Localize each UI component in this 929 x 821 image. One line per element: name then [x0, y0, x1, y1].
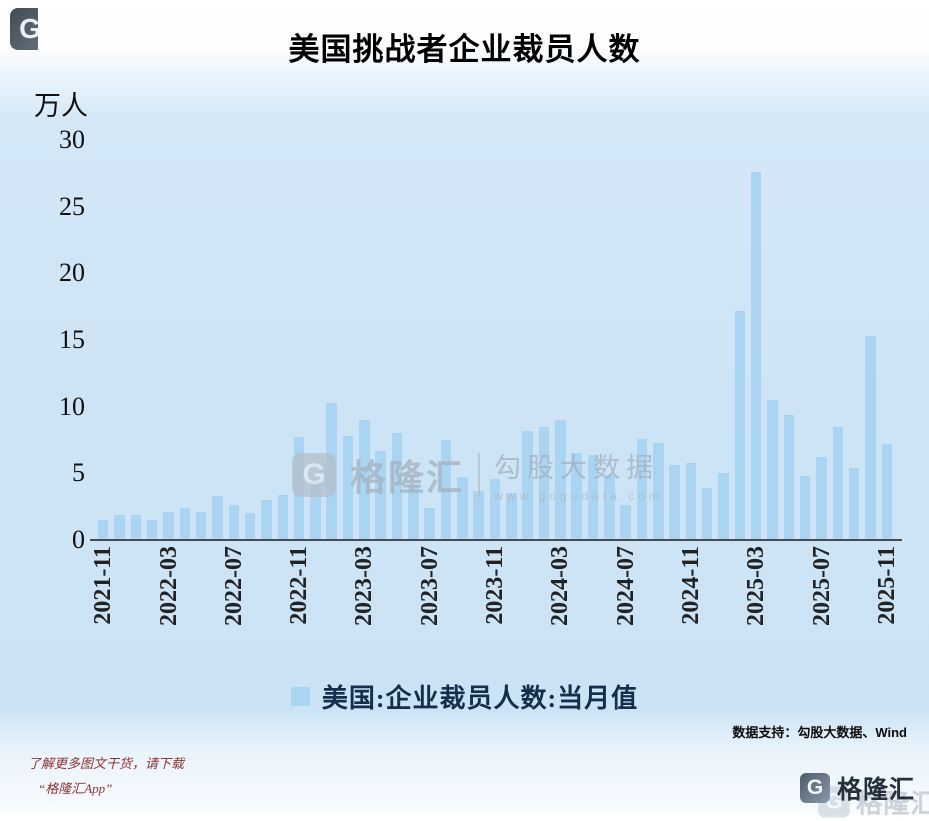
y-tick-20: 20 — [59, 258, 85, 288]
bar-2023-11 — [489, 478, 501, 540]
x-tick-2024-07: 2024-07 — [612, 546, 639, 626]
bar-2023-06 — [408, 485, 419, 540]
bar-2023-02 — [342, 436, 354, 540]
promo-text: 了解更多图文干货，请下载 “格隆汇App” — [28, 752, 184, 801]
bar-2025-04 — [767, 400, 778, 540]
x-tick-2021-11: 2021-11 — [90, 546, 117, 625]
promo-line1: 了解更多图文干货，请下载 — [28, 756, 185, 771]
y-tick-10: 10 — [59, 391, 85, 421]
bar-2023-03 — [359, 420, 370, 540]
bar-2025-09 — [848, 468, 860, 540]
bar-2023-07 — [424, 508, 435, 540]
y-tick-25: 25 — [59, 191, 85, 221]
bar-2022-01 — [130, 514, 142, 540]
footer-logo: G 格隆汇 — [799, 770, 915, 806]
gelonghui-logo-text: 格隆汇 — [855, 789, 929, 819]
x-tick-2025-07: 2025-07 — [808, 546, 835, 626]
bar-2025-08 — [832, 426, 844, 540]
bar-2024-03 — [555, 420, 566, 540]
bar-2023-05 — [391, 433, 403, 540]
bar-2024-10 — [669, 465, 680, 540]
gelonghui-logo-icon: G — [10, 8, 38, 50]
x-axis-labels: 2021-11 2022-03 2022-07 2022-11 2023-03 2023-… — [90, 542, 900, 692]
promo-line2: “格隆汇App” — [38, 780, 113, 796]
bar-2022-09 — [261, 500, 272, 540]
bar-2023-12 — [506, 493, 517, 540]
bar-2024-11 — [685, 462, 697, 540]
bar-2022-07 — [228, 505, 240, 540]
y-tick-0: 0 — [72, 525, 85, 554]
bar-2024-04 — [571, 453, 582, 540]
bar-2024-08 — [636, 438, 648, 540]
x-tick-2023-03: 2023-03 — [351, 546, 378, 626]
bar-2024-09 — [653, 442, 664, 540]
bar-2024-01 — [522, 430, 533, 540]
bar-2023-08 — [440, 440, 452, 540]
bar-2025-10 — [865, 336, 876, 540]
data-source-note: 数据支持：勾股大数据、Wind — [732, 725, 907, 740]
x-tick-2022-07: 2022-07 — [220, 546, 247, 626]
bar-2022-06 — [212, 496, 223, 540]
bar-2022-04 — [179, 508, 191, 540]
y-axis-unit-label: 万人 — [34, 91, 88, 121]
bar-2024-06 — [604, 474, 615, 540]
x-tick-2025-11: 2025-11 — [873, 546, 900, 625]
y-tick-15: 15 — [59, 325, 85, 354]
bar-2023-10 — [473, 490, 484, 540]
x-axis-line — [90, 539, 902, 541]
bar-2022-03 — [163, 512, 174, 540]
bar-2025-11 — [881, 444, 893, 540]
bar-2025-07 — [816, 457, 827, 540]
x-tick-2024-03: 2024-03 — [547, 546, 574, 626]
chart-legend: 美国:企业裁员人数:当月值 — [0, 678, 929, 715]
x-tick-2024-11: 2024-11 — [677, 546, 704, 625]
legend-swatch — [290, 687, 310, 706]
bar-2024-02 — [538, 426, 550, 540]
bar-2022-10 — [277, 494, 288, 540]
bar-2021-12 — [114, 514, 125, 540]
bar-2023-04 — [375, 450, 386, 540]
bar-2025-06 — [799, 476, 811, 540]
bar-2025-02 — [734, 310, 746, 540]
gelonghui-logo-icon: G — [799, 773, 830, 803]
bar-2025-03 — [750, 172, 762, 540]
x-tick-2022-03: 2022-03 — [155, 546, 182, 626]
bar-2025-01 — [718, 473, 729, 540]
bar-2022-05 — [195, 512, 207, 540]
bar-2022-02 — [146, 520, 158, 540]
bar-2022-08 — [244, 513, 256, 540]
x-tick-2023-11: 2023-11 — [482, 546, 508, 625]
bar-2022-12 — [310, 481, 321, 540]
y-tick-5: 5 — [72, 458, 85, 488]
chart-title: 美国挑战者企业裁员人数 — [288, 32, 641, 67]
legend-label: 美国:企业裁员人数:当月值 — [321, 684, 639, 713]
y-tick-30: 30 — [59, 125, 85, 154]
bar-2024-07 — [620, 505, 631, 540]
bar-2022-11 — [293, 437, 305, 540]
gelonghui-logo-text: 格隆汇 — [836, 776, 915, 804]
x-tick-2025-03: 2025-03 — [743, 546, 770, 626]
bar-2025-05 — [783, 414, 795, 540]
bars-container — [95, 140, 895, 540]
bar-2024-12 — [701, 488, 713, 540]
bar-2021-11 — [97, 520, 109, 540]
x-tick-2022-11: 2022-11 — [286, 546, 313, 625]
corner-logo-fragment: G — [8, 4, 38, 56]
bar-2023-01 — [326, 402, 337, 540]
bar-2024-05 — [587, 454, 599, 540]
x-tick-2023-07: 2023-07 — [416, 546, 443, 626]
bar-2023-09 — [457, 477, 468, 540]
